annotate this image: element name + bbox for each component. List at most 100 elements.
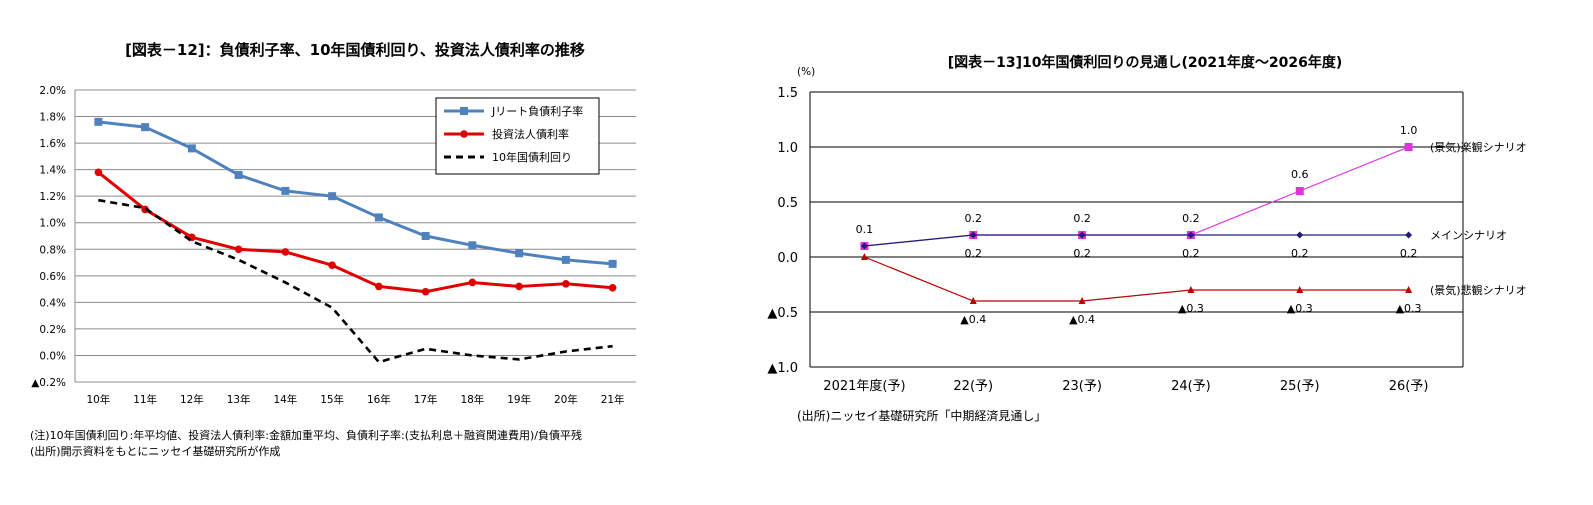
chart2-y-tick-label: 0.0 <box>777 251 798 266</box>
chart2-point <box>1404 143 1413 151</box>
chart1-y-tick-label: 1.0% <box>39 218 66 230</box>
chart2-data-label: ▲0.4 <box>1069 313 1095 326</box>
chart1-legend-label: 10年国債利回り <box>492 150 572 164</box>
chart1-x-tick-label: 20年 <box>554 393 578 406</box>
chart1-y-tick-label: 1.6% <box>39 138 66 150</box>
chart1-point <box>328 261 336 270</box>
chart1-x-tick-label: 11年 <box>133 393 157 406</box>
chart2-scenario-label: メインシナリオ <box>1430 229 1507 242</box>
chart2-y-unit: (%) <box>797 66 815 78</box>
chart2-point <box>1296 286 1304 293</box>
chart1-legend-label: Jリート負債利子率 <box>491 104 583 118</box>
chart1-x-tick-label: 21年 <box>601 393 625 406</box>
chart1-x-tick-label: 15年 <box>320 393 344 406</box>
chart2-data-label: ▲0.3 <box>1287 302 1313 315</box>
chart1-y-tick-label: 1.8% <box>39 112 66 124</box>
chart1-point <box>234 170 243 179</box>
chart2-y-tick-label: 1.0 <box>777 141 798 156</box>
chart1-point <box>562 279 570 288</box>
chart1-x-tick-label: 17年 <box>414 393 438 406</box>
chart2-point <box>1296 231 1304 239</box>
chart2-point <box>1405 286 1413 293</box>
chart1-point <box>374 213 383 222</box>
chart2-x-tick-label: 24(予) <box>1171 379 1211 394</box>
chart2-data-label: 0.2 <box>1073 212 1091 225</box>
chart1-x-tick-label: 12年 <box>180 393 204 406</box>
chart2-scenario-label: (景気)悲観シナリオ <box>1430 283 1527 297</box>
chart1-point <box>608 259 617 268</box>
chart2-data-label: ▲0.3 <box>1178 302 1204 315</box>
chart1-y-tick-label: 0.4% <box>39 297 66 309</box>
chart2-scenario-label: (景気)楽観シナリオ <box>1430 140 1527 154</box>
chart2-data-label: 0.1 <box>856 223 874 236</box>
chart1-x-tick-label: 14年 <box>273 393 297 406</box>
chart1-series-line <box>98 120 613 266</box>
chart2-point <box>860 253 868 260</box>
chart1-legend-marker <box>460 107 468 115</box>
chart1-legend-marker <box>460 130 468 138</box>
chart2-data-label: 0.6 <box>1291 168 1309 181</box>
chart1-y-tick-label: ▲0.2% <box>31 377 66 389</box>
chart2-series-line <box>864 146 1409 247</box>
chart1-y-tick-label: 0.0% <box>39 350 66 362</box>
chart2-point <box>1187 286 1195 293</box>
chart2-point <box>969 297 977 304</box>
chart2-x-tick-label: 22(予) <box>953 379 993 394</box>
chart1-title: [図表－12]：負債利子率、10年国債利回り、投資法人債利率の推移 <box>125 41 585 59</box>
chart2-y-tick-label: 1.5 <box>777 86 798 101</box>
chart2-point <box>1405 231 1413 239</box>
chart1-point <box>468 241 477 250</box>
chart1-y-tick-label: 1.2% <box>39 191 66 203</box>
chart2-data-label: ▲0.4 <box>960 313 986 326</box>
chart1-x-tick-label: 13年 <box>227 393 251 406</box>
chart1-point <box>515 249 524 258</box>
chart1-point <box>234 245 243 254</box>
chart2-series-line <box>864 234 1409 247</box>
chart2-data-label: 0.2 <box>1291 247 1309 260</box>
chart2-title: [図表－13]10年国債利回りの見通し(2021年度～2026年度) <box>948 54 1343 71</box>
chart1-point <box>94 168 103 177</box>
chart1-point <box>281 186 290 195</box>
chart2-data-label: 0.2 <box>965 247 983 260</box>
chart2-data-label: 0.2 <box>965 212 983 225</box>
chart1-y-tick-label: 0.6% <box>39 271 66 283</box>
chart2-data-label: 0.2 <box>1182 212 1200 225</box>
chart1-x-tick-label: 18年 <box>460 393 484 406</box>
chart2-point <box>969 231 977 239</box>
chart1-source: (出所)開示資料をもとにニッセイ基礎研究所が作成 <box>30 444 280 458</box>
chart2-data-label: 0.2 <box>1182 247 1200 260</box>
chart1-point <box>468 278 477 287</box>
chart1-point <box>94 117 103 126</box>
chart1-x-tick-label: 10年 <box>86 393 110 406</box>
chart1-point <box>141 123 150 132</box>
chart2-y-tick-label: ▲0.5 <box>767 306 798 321</box>
chart1-point <box>187 144 196 153</box>
chart1-y-tick-label: 0.2% <box>39 324 66 336</box>
chart1-series-line <box>97 171 613 294</box>
chart2-source: (出所)ニッセイ基礎研究所「中期経済見通し」 <box>797 408 1046 423</box>
chart1-point <box>561 255 570 264</box>
chart1-x-tick-label: 19年 <box>507 393 531 406</box>
chart1-point <box>515 282 523 291</box>
chart2-point <box>1078 231 1086 239</box>
chart2-point <box>1187 231 1195 239</box>
chart1-point <box>328 192 337 201</box>
chart2-series-line <box>864 256 1409 302</box>
chart2-point <box>1078 297 1086 304</box>
chart2-data-label: 0.2 <box>1400 247 1418 260</box>
chart1-legend-label: 投資法人債利率 <box>492 127 569 141</box>
chart1-point <box>281 248 290 256</box>
chart1-point <box>421 287 430 296</box>
chart2-data-label: 0.2 <box>1073 247 1091 260</box>
chart1-point <box>608 283 617 292</box>
chart1-note: (注)10年国債利回り:年平均値、投資法人債利率:金額加重平均、負債利子率:(支… <box>30 428 582 442</box>
chart1-point <box>375 282 383 291</box>
chart2-point <box>1295 187 1304 195</box>
chart2-x-tick-label: 2021年度(予) <box>823 378 905 394</box>
chart2-point <box>860 242 868 250</box>
chart1-y-tick-label: 2.0% <box>39 85 66 97</box>
chart1-point <box>421 232 430 240</box>
chart2-x-tick-label: 26(予) <box>1389 379 1429 394</box>
chart2-y-tick-label: ▲1.0 <box>767 361 798 376</box>
